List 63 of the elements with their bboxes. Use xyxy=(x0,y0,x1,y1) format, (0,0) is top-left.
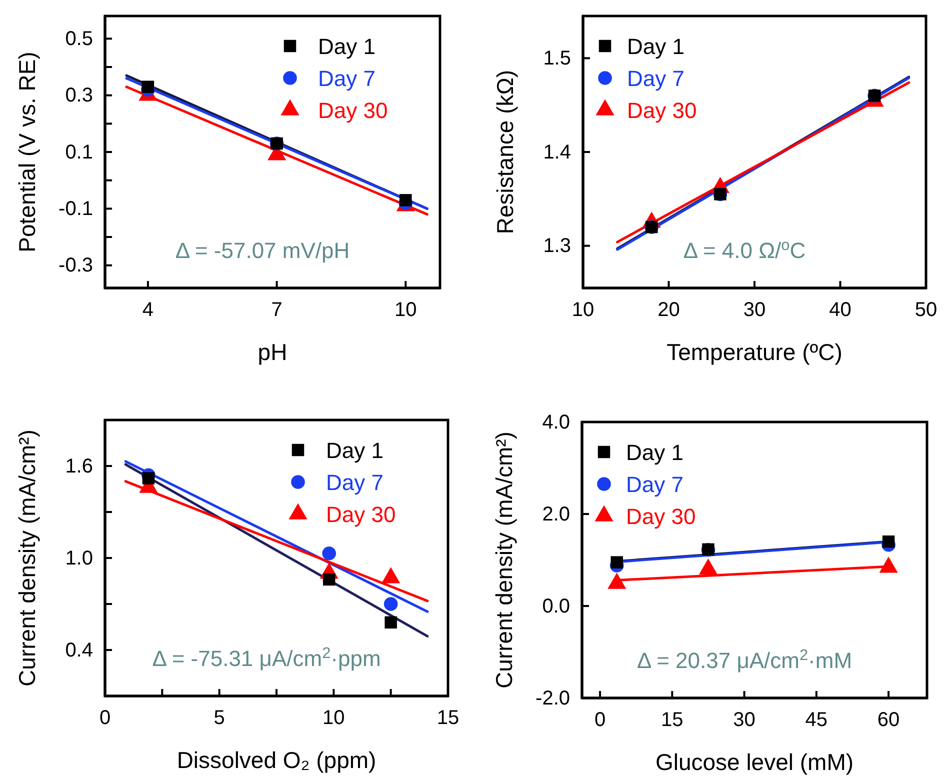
point xyxy=(142,80,154,93)
annotation: Δ = -57.07 mV/pH xyxy=(175,238,350,263)
x-tick-label: 60 xyxy=(877,709,900,732)
x-tick-label: 15 xyxy=(661,709,684,732)
y-axis-title: Potential (V vs. RE) xyxy=(14,52,40,252)
legend-label: Day 7 xyxy=(626,472,684,497)
y-axis-title: Current density (mA/cm²) xyxy=(491,432,517,688)
legend-label: Day 30 xyxy=(626,504,696,529)
y-tick-label: 0.1 xyxy=(65,141,93,164)
x-tick-label: 15 xyxy=(436,707,460,730)
x-tick-label: 30 xyxy=(733,709,756,732)
x-tick-label: 10 xyxy=(322,707,345,730)
y-tick-label: 1.5 xyxy=(543,48,571,70)
annotation: Δ = 20.37 μA/cm$^{2}$·mM xyxy=(636,646,852,673)
y-tick-label: 1.0 xyxy=(65,547,93,570)
y-tick-label: 0.0 xyxy=(542,595,570,618)
x-tick-label: 7 xyxy=(271,299,282,322)
legend-label: Day 1 xyxy=(318,34,376,59)
x-axis-title: Glucose level (mM) xyxy=(655,749,854,775)
x-axis-title: pH xyxy=(258,339,288,365)
x-tick-label: 4 xyxy=(142,299,154,322)
legend-label: Day 1 xyxy=(627,34,684,59)
point xyxy=(142,472,155,484)
x-tick-label: 50 xyxy=(914,299,938,322)
legend-label: Day 1 xyxy=(326,438,384,463)
x-tick-label: 5 xyxy=(214,707,225,730)
x-tick-label: 0 xyxy=(99,707,111,730)
y-tick-label: 1.6 xyxy=(65,455,93,478)
y-axis-title: Current density (mA/cm²) xyxy=(14,430,40,686)
point xyxy=(384,616,397,629)
x-tick-label: 10 xyxy=(572,299,594,322)
y-tick-label: 0.3 xyxy=(65,84,93,107)
legend-label: Day 7 xyxy=(318,66,376,91)
annotation: Δ = 4.0 Ω/$^{o}$C xyxy=(683,236,806,263)
y-tick-label: -0.1 xyxy=(58,198,93,220)
legend-label: Day 30 xyxy=(326,502,396,527)
x-tick-label: 20 xyxy=(658,299,680,322)
legend-label: Day 1 xyxy=(626,440,684,465)
annotation: Δ = -75.31 μA/cm$^{2}$·ppm xyxy=(152,644,381,671)
point xyxy=(384,597,398,611)
legend-label: Day 7 xyxy=(326,470,384,495)
y-axis-title: Resistance (kΩ) xyxy=(492,70,518,234)
legend-label: Day 30 xyxy=(318,98,388,123)
y-tick-label: 2.0 xyxy=(542,503,570,526)
y-tick-label: -0.3 xyxy=(58,254,93,277)
x-tick-label: 45 xyxy=(805,709,828,732)
y-tick-label: -2.0 xyxy=(536,687,570,710)
y-tick-label: 0.4 xyxy=(65,639,93,662)
y-tick-label: 0.5 xyxy=(65,28,93,50)
y-tick-label: 4.0 xyxy=(542,411,570,434)
y-tick-label: 1.3 xyxy=(543,235,571,258)
y-tick-label: 1.4 xyxy=(543,141,571,164)
x-tick-label: 10 xyxy=(394,299,417,322)
point xyxy=(400,194,412,206)
x-tick-label: 40 xyxy=(829,299,852,322)
point xyxy=(322,546,336,560)
x-axis-title: Temperature (ºC) xyxy=(666,339,842,365)
point xyxy=(322,573,336,586)
x-axis-title: Dissolved O₂ (ppm) xyxy=(176,747,376,773)
legend-label: Day 30 xyxy=(627,98,697,123)
x-tick-label: 0 xyxy=(594,709,606,732)
x-tick-label: 30 xyxy=(743,299,766,322)
legend-label: Day 7 xyxy=(627,66,684,91)
